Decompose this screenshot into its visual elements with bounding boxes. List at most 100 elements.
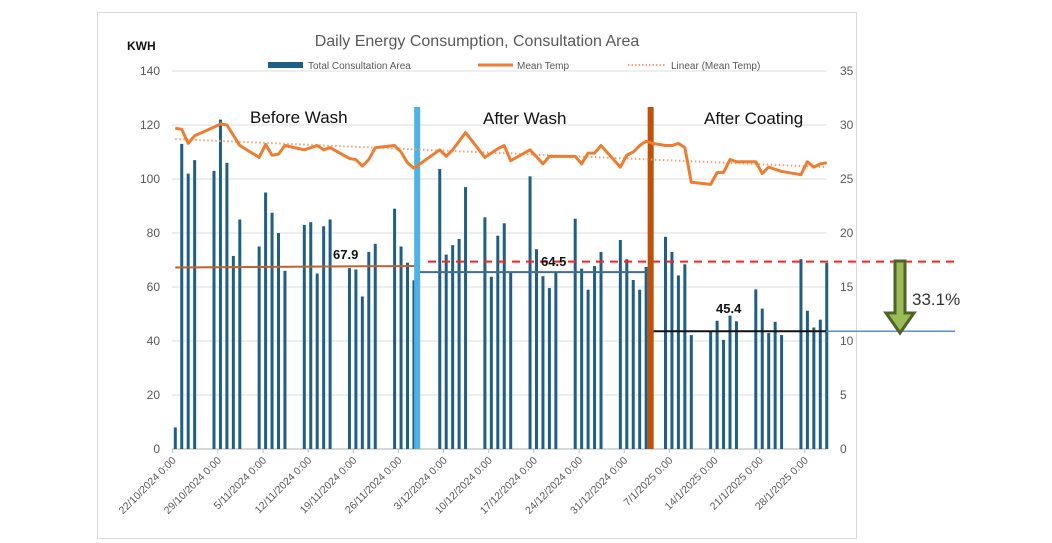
y-axis-label: KWH: [127, 39, 156, 53]
y-tick-label: 0: [153, 442, 160, 456]
bar: [580, 268, 584, 449]
bar: [283, 270, 287, 449]
reduction-label: 33.1%: [912, 290, 960, 309]
bar: [547, 288, 551, 449]
bar: [193, 160, 197, 449]
phase-label-before-wash: Before Wash: [250, 108, 348, 127]
bar: [767, 332, 771, 449]
bar: [218, 119, 222, 449]
bar: [709, 331, 713, 449]
bar: [502, 223, 506, 449]
bar: [535, 249, 538, 449]
mean-line: [175, 264, 418, 269]
bars: [173, 119, 829, 450]
bar: [438, 169, 442, 449]
y-tick-label: 100: [140, 172, 160, 186]
bar: [799, 259, 803, 449]
y2-tick-label: 25: [840, 172, 854, 186]
bar: [309, 222, 313, 449]
bar: [489, 276, 493, 449]
bar: [586, 289, 590, 449]
y2-tick-label: 15: [840, 280, 854, 294]
bar: [277, 233, 280, 449]
y-tick-label: 80: [147, 226, 161, 240]
bar: [393, 208, 397, 449]
bar: [689, 335, 693, 449]
bar: [715, 320, 719, 449]
y2-tick-label: 35: [840, 64, 854, 78]
bar: [457, 238, 461, 449]
bar: [225, 162, 229, 450]
bar: [825, 262, 829, 449]
bar: [373, 243, 377, 449]
bar: [631, 279, 635, 449]
bar: [593, 265, 597, 449]
bar: [722, 339, 726, 449]
bar: [406, 262, 409, 449]
bar: [322, 226, 326, 449]
legend-swatch-bars: [268, 62, 303, 68]
bar: [728, 315, 732, 449]
bar: [618, 240, 622, 449]
bar: [599, 251, 603, 449]
y-tick-label: 60: [147, 280, 161, 294]
y2-tick-label: 20: [840, 226, 854, 240]
bar: [367, 251, 371, 449]
y2-tick-label: 30: [840, 118, 854, 132]
y-tick-label: 120: [140, 118, 160, 132]
bar: [638, 289, 642, 449]
legend: Total Consultation Area Mean Temp Linear…: [268, 61, 760, 72]
y-tick-label: 140: [140, 64, 160, 78]
bar: [541, 276, 545, 449]
bar: [805, 310, 809, 449]
legend-label-bars: Total Consultation Area: [308, 61, 411, 72]
bar: [451, 245, 455, 449]
legend-label-temp: Mean Temp: [517, 61, 570, 72]
y-tick-label: 20: [147, 388, 161, 402]
phase-label-after-coating: After Coating: [704, 109, 803, 128]
bar: [270, 212, 274, 449]
divider-coating: [647, 107, 654, 449]
bar: [528, 176, 532, 450]
mean-label-after-coating: 45.4: [716, 301, 742, 316]
mean-label-after-wash: 64.5: [541, 254, 566, 269]
bar: [347, 268, 351, 449]
y-tick-label: 40: [147, 334, 161, 348]
bar: [444, 254, 448, 449]
bar: [676, 275, 680, 449]
bar: [464, 187, 468, 449]
mean-label-before: 67.9: [333, 247, 358, 262]
bar: [483, 217, 487, 449]
reduction-arrow-icon: [883, 259, 917, 336]
bar: [186, 173, 190, 449]
bar: [734, 321, 738, 449]
bar: [315, 273, 319, 449]
bar: [496, 235, 500, 449]
bar: [509, 272, 513, 449]
bar: [818, 319, 822, 449]
bar: [238, 219, 242, 449]
bar: [212, 170, 216, 449]
bar: [664, 236, 667, 449]
bar: [644, 267, 648, 449]
bar: [173, 427, 177, 449]
bar: [328, 219, 332, 449]
divider-wash: [414, 107, 421, 449]
temp-lines: [175, 122, 827, 186]
bar: [354, 269, 358, 449]
y2-tick-label: 5: [840, 388, 847, 402]
bar: [812, 327, 816, 449]
bar: [180, 143, 184, 449]
bar: [625, 259, 629, 449]
bar: [683, 264, 687, 449]
y2-tick-label: 10: [840, 334, 854, 348]
phase-label-after-wash: After Wash: [483, 109, 566, 128]
y2-tick-label: 0: [840, 442, 847, 456]
mean-temp-line: [175, 122, 827, 186]
bar: [412, 280, 416, 449]
bar: [754, 289, 758, 449]
overlays: [175, 107, 958, 449]
bar: [264, 192, 268, 449]
bar: [760, 308, 764, 449]
